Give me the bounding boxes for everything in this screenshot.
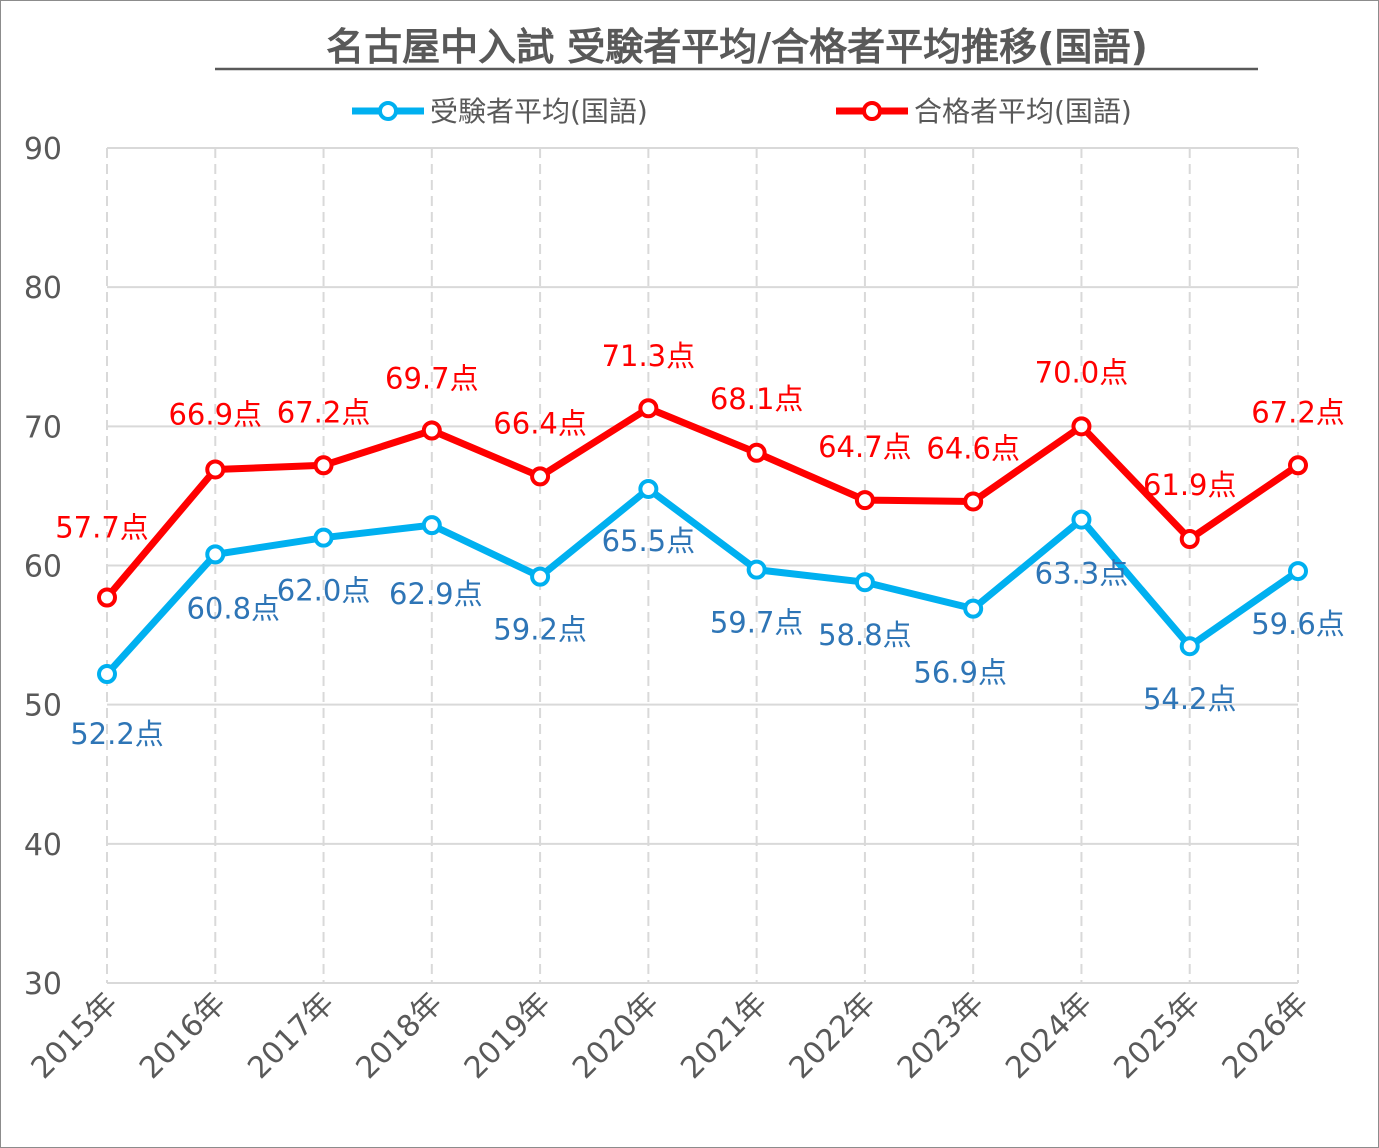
data-point	[854, 572, 875, 593]
data-point	[1071, 509, 1092, 530]
data-point	[1179, 636, 1200, 657]
y-tick-label: 90	[24, 132, 62, 167]
data-label: 66.9点	[168, 397, 262, 431]
x-tick-label: 2023年	[891, 986, 991, 1086]
y-tick-label: 80	[24, 271, 62, 306]
data-label: 70.0点	[1035, 355, 1129, 389]
y-tick-label: 30	[24, 967, 62, 1002]
data-label: 67.2点	[1251, 395, 1345, 429]
data-point	[205, 544, 226, 565]
y-tick-label: 70	[24, 410, 62, 445]
data-point	[97, 664, 117, 685]
y-tick-label: 60	[24, 550, 62, 585]
data-point	[638, 398, 659, 419]
data-label: 54.2点	[1143, 682, 1237, 716]
data-label: 67.2点	[277, 395, 371, 429]
data-label: 64.7点	[818, 430, 912, 464]
data-point	[1288, 561, 1308, 582]
series-line-1	[104, 404, 1300, 600]
x-tick-label: 2026年	[1216, 986, 1316, 1086]
data-label: 66.4点	[493, 406, 587, 440]
data-point	[746, 442, 767, 463]
x-tick-label: 2016年	[133, 986, 233, 1086]
legend-marker-0	[378, 101, 398, 121]
data-label: 59.7点	[710, 606, 804, 640]
legend-marker-1	[862, 101, 882, 121]
data-label: 65.5点	[602, 524, 696, 558]
data-label: 60.8点	[186, 591, 280, 625]
x-tick-label: 2024年	[999, 986, 1099, 1086]
data-point	[638, 478, 659, 499]
x-axis: 2015年 2016年 2017年 2018年 2019年 2020年 2021年 2022年…	[25, 986, 1316, 1086]
data-point	[313, 455, 334, 476]
data-point	[97, 587, 117, 608]
data-label: 64.6点	[926, 431, 1020, 465]
data-label: 69.7点	[385, 362, 479, 396]
x-tick-label: 2021年	[674, 986, 774, 1086]
data-point	[1071, 416, 1092, 437]
legend: 受験者平均(国語) 合格者平均(国語)	[352, 95, 1132, 128]
legend-entry-1: 合格者平均(国語)	[914, 95, 1132, 128]
data-point	[313, 527, 334, 548]
data-point	[421, 420, 442, 441]
legend-entry-0: 受験者平均(国語)	[430, 95, 648, 128]
x-tick-label: 2025年	[1107, 986, 1207, 1086]
x-tick-label: 2022年	[783, 986, 883, 1086]
data-label: 71.3点	[602, 339, 696, 373]
data-label: 68.1点	[710, 382, 804, 416]
data-label: 62.0点	[277, 574, 371, 608]
series-1: 57.7点 66.9点 67.2点 69.7点 66.4点 71.3点 68.1点 64.7点…	[55, 339, 1345, 608]
data-label: 52.2点	[70, 717, 164, 751]
grid	[106, 147, 1299, 984]
x-tick-label: 2018年	[350, 986, 450, 1086]
data-label: 57.7点	[55, 511, 149, 545]
chart-title: 名古屋中入試 受験者平均/合格者平均推移(国語)	[326, 25, 1148, 69]
data-point	[530, 566, 551, 587]
data-point	[421, 515, 442, 536]
data-point	[746, 559, 767, 580]
x-tick-label: 2020年	[566, 986, 666, 1086]
data-point	[1288, 455, 1308, 476]
data-point	[963, 491, 984, 512]
data-label: 63.3点	[1035, 557, 1129, 591]
data-point	[205, 459, 226, 480]
data-point	[530, 466, 551, 487]
data-point	[963, 598, 984, 619]
data-label: 61.9点	[1143, 468, 1237, 502]
y-axis: 30 40 50 60 70 80 90	[24, 132, 62, 1002]
data-label: 59.6点	[1251, 607, 1345, 641]
x-tick-label: 2019年	[458, 986, 558, 1086]
data-label: 62.9点	[389, 577, 483, 611]
y-tick-label: 50	[24, 689, 62, 724]
data-point	[854, 490, 875, 511]
y-tick-label: 40	[24, 828, 62, 863]
data-label: 58.8点	[818, 618, 912, 652]
data-point	[1179, 529, 1200, 550]
x-tick-label: 2017年	[241, 986, 341, 1086]
data-label: 56.9点	[913, 656, 1007, 690]
data-label: 59.2点	[493, 613, 587, 647]
series-line-0	[104, 485, 1300, 677]
